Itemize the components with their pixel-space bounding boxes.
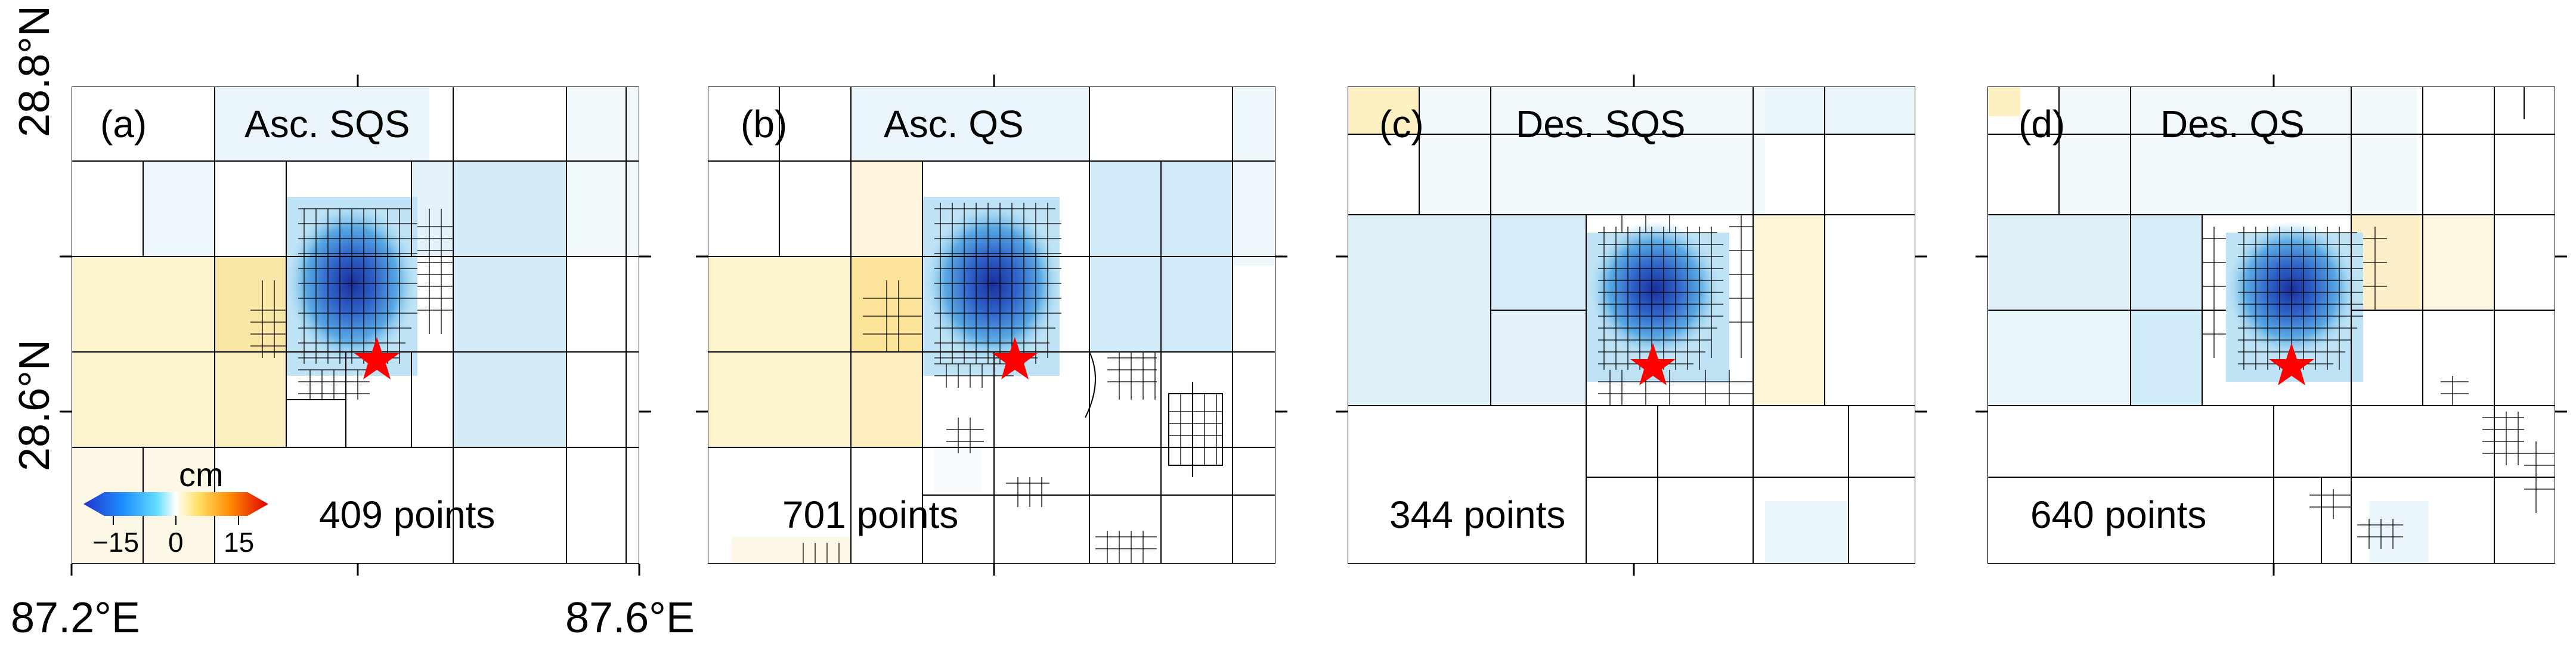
lat-label-bottom: 28.6°N	[11, 339, 58, 471]
colorbar-tick-mid: 0	[168, 527, 184, 558]
panel-d-title: Des. QS	[2160, 103, 2305, 146]
colorbar-tick-max: 15	[224, 527, 254, 558]
fine-grid-a	[250, 208, 453, 400]
panel-c-tag: (c)	[1379, 103, 1424, 146]
epicenter-star-b	[992, 337, 1038, 379]
panel-b-points: 701 points	[782, 493, 958, 536]
lon-label-right: 87.6°E	[565, 594, 695, 642]
panel-d: (d) Des. QS 640 points	[1976, 75, 2567, 576]
panel-b-tag: (b)	[741, 103, 787, 146]
panel-a: (a) Asc. SQS 409 points cm −15 0 15	[60, 75, 651, 576]
panel-a-tag: (a)	[100, 103, 147, 146]
panel-d-points: 640 points	[2030, 493, 2206, 536]
panel-c-points: 344 points	[1389, 493, 1565, 536]
panel-d-tag: (d)	[2018, 103, 2065, 146]
colorbar: cm −15 0 15	[83, 456, 268, 558]
epicenter-star-c	[1630, 343, 1676, 385]
panel-a-points: 409 points	[319, 493, 495, 536]
colorbar-gradient	[83, 492, 268, 516]
colorbar-unit: cm	[179, 456, 224, 493]
lon-label-left: 87.2°E	[11, 594, 140, 642]
panel-b-title: Asc. QS	[884, 103, 1024, 146]
panel-c: (c) Des. SQS 344 points	[1336, 75, 1927, 576]
colorbar-tick-min: −15	[92, 527, 139, 558]
panel-c-title: Des. SQS	[1516, 103, 1686, 146]
tile-blue-a1	[453, 161, 566, 447]
panel-b: (b) Asc. QS 701 points	[696, 75, 1287, 576]
epicenter-star-a	[354, 337, 400, 379]
panel-a-title: Asc. SQS	[244, 103, 410, 146]
lat-label-top: 28.8°N	[11, 5, 58, 137]
epicenter-star-d	[2269, 343, 2314, 385]
